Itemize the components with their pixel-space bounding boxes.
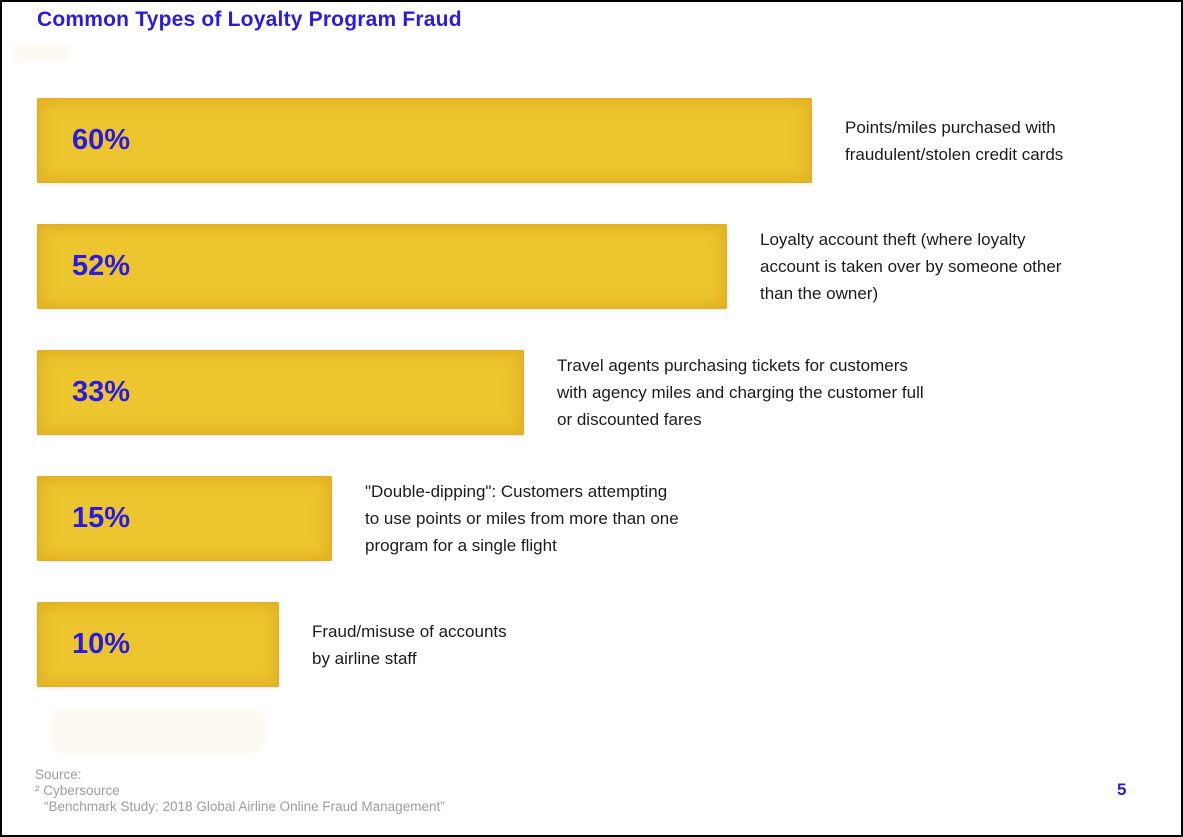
source-block: Source: ² Cybersource “Benchmark Study: … (35, 767, 445, 815)
fraud-bar: 33% (37, 350, 524, 435)
source-reference: ² Cybersource (35, 783, 120, 798)
source-label: Source: (35, 767, 82, 782)
percent-label: 33% (72, 376, 131, 408)
category-label: Points/miles purchased with fraudulent/s… (845, 117, 1064, 164)
fraud-bar-row: 15% "Double-dipping": Customers attempti… (37, 476, 679, 561)
fraud-bar: 15% (37, 476, 332, 561)
fraud-bar: 60% (37, 98, 812, 183)
percent-label: 52% (72, 250, 131, 282)
category-label: "Double-dipping": Customers attempting t… (365, 482, 679, 555)
fraud-bar: 52% (37, 224, 727, 309)
category-label: Fraud/misuse of accounts by airline staf… (312, 621, 507, 668)
fraud-bar-row: 10% Fraud/misuse of accounts by airline … (37, 602, 507, 687)
faded-artifact (50, 708, 265, 754)
page-title: Common Types of Loyalty Program Fraud (37, 8, 462, 31)
fraud-bar: 10% (37, 602, 279, 687)
category-label: Travel agents purchasing tickets for cus… (557, 356, 924, 429)
fraud-bar-row: 52% Loyalty account theft (where loyalty… (37, 224, 1061, 309)
fraud-bar-row: 60% Points/miles purchased with fraudule… (37, 98, 1063, 183)
faded-artifact (10, 44, 72, 62)
category-label: Loyalty account theft (where loyalty acc… (760, 230, 1062, 303)
source-study-title: “Benchmark Study: 2018 Global Airline On… (44, 799, 445, 814)
fraud-bar-row: 33% Travel agents purchasing tickets for… (37, 350, 924, 435)
percent-label: 10% (72, 628, 131, 660)
percent-label: 60% (72, 124, 131, 156)
page-number: 5 (1117, 780, 1127, 799)
percent-label: 15% (72, 502, 131, 534)
